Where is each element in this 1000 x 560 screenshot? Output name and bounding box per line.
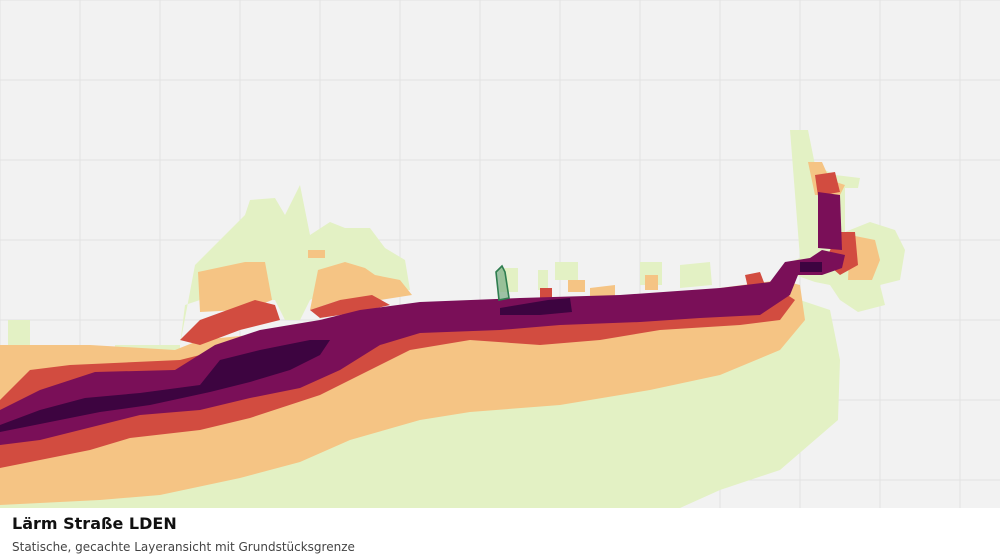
noise-band-3 (0, 172, 858, 468)
layer-title: Lärm Straße LDEN (12, 514, 177, 533)
property-parcel[interactable] (495, 264, 510, 301)
layer-caption: Lärm Straße LDEN Statische, gecachte Lay… (0, 508, 1000, 560)
parcel-boundary[interactable] (495, 264, 510, 301)
noise-band-4 (0, 192, 845, 445)
layer-subtitle: Statische, gecachte Layeransicht mit Gru… (12, 540, 355, 554)
noise-band-5 (0, 262, 822, 432)
noise-map[interactable] (0, 0, 1000, 508)
